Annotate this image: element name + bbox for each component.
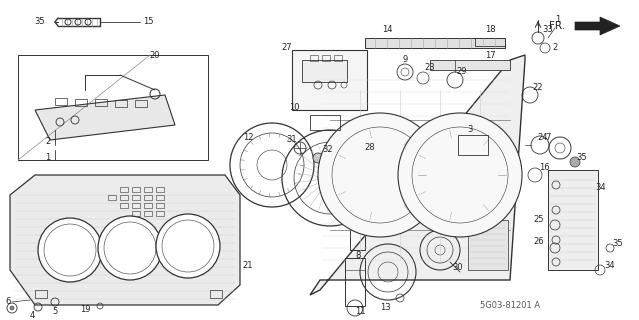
Text: 3: 3	[467, 125, 473, 134]
Text: 34: 34	[595, 183, 606, 193]
Text: 17: 17	[485, 51, 495, 60]
Bar	[120, 203, 128, 208]
Text: 5: 5	[52, 308, 58, 316]
Text: 32: 32	[323, 146, 334, 155]
Bar	[548, 170, 598, 270]
Text: 23: 23	[425, 63, 435, 73]
Bar	[132, 187, 140, 192]
Text: 27: 27	[281, 43, 292, 52]
Text: 22: 22	[533, 84, 543, 92]
Text: 1: 1	[555, 15, 560, 25]
Bar	[144, 187, 152, 192]
Circle shape	[398, 113, 522, 237]
Circle shape	[98, 216, 162, 280]
Bar	[350, 215, 365, 250]
Bar	[156, 211, 164, 216]
Text: 18: 18	[485, 26, 495, 35]
Circle shape	[570, 157, 580, 167]
Polygon shape	[10, 175, 240, 305]
Bar	[302, 60, 347, 82]
Text: 34: 34	[604, 260, 615, 269]
Bar	[75, 99, 87, 106]
Text: 28: 28	[365, 143, 375, 153]
Bar	[144, 211, 152, 216]
Text: 11: 11	[355, 308, 366, 316]
Bar	[156, 187, 164, 192]
Text: 1: 1	[45, 154, 50, 163]
Bar	[468, 220, 508, 270]
Bar	[334, 55, 342, 61]
Text: 35: 35	[613, 238, 623, 247]
Polygon shape	[310, 55, 525, 295]
Bar	[144, 195, 152, 200]
Bar	[132, 203, 140, 208]
Text: 31: 31	[287, 135, 297, 145]
Text: 15: 15	[142, 18, 153, 27]
Bar	[345, 258, 365, 306]
Bar	[310, 115, 340, 130]
Polygon shape	[575, 17, 620, 35]
Text: 8: 8	[355, 251, 360, 260]
Bar	[365, 38, 505, 48]
Bar	[458, 135, 488, 155]
Text: 7: 7	[545, 133, 551, 142]
Bar	[95, 99, 107, 106]
Bar	[108, 195, 116, 200]
Bar	[322, 55, 330, 61]
Polygon shape	[35, 95, 175, 140]
Circle shape	[156, 214, 220, 278]
Text: 33: 33	[543, 26, 553, 35]
Bar	[430, 60, 510, 70]
Bar	[156, 203, 164, 208]
Text: 4: 4	[29, 310, 35, 319]
Bar	[475, 38, 505, 46]
Text: 2: 2	[552, 44, 558, 52]
Text: 14: 14	[381, 26, 392, 35]
Text: 35: 35	[35, 18, 45, 27]
Circle shape	[313, 153, 323, 163]
Text: FR.: FR.	[549, 21, 565, 31]
Text: 26: 26	[534, 237, 544, 246]
Circle shape	[10, 306, 14, 310]
Bar	[132, 211, 140, 216]
Text: 10: 10	[289, 103, 300, 113]
Bar	[310, 55, 318, 61]
Bar	[115, 100, 127, 107]
Text: 35: 35	[576, 154, 587, 163]
Bar	[132, 195, 140, 200]
Text: 19: 19	[80, 306, 90, 315]
Text: 20: 20	[150, 51, 160, 60]
Bar	[135, 100, 147, 107]
Text: 5G03-81201 A: 5G03-81201 A	[480, 300, 540, 309]
Bar	[18, 55, 208, 160]
Bar	[55, 98, 67, 105]
Bar	[35, 290, 47, 298]
Bar	[292, 50, 367, 110]
Text: 21: 21	[242, 260, 252, 269]
Circle shape	[38, 218, 102, 282]
Text: 25: 25	[534, 215, 544, 225]
Text: 29: 29	[457, 68, 467, 76]
Text: 9: 9	[403, 55, 408, 65]
Text: 6: 6	[5, 298, 10, 307]
Bar	[120, 187, 128, 192]
Text: 13: 13	[380, 303, 390, 313]
Text: 12: 12	[243, 133, 253, 142]
Text: 24: 24	[537, 133, 548, 142]
Bar	[156, 195, 164, 200]
Text: 30: 30	[452, 263, 463, 273]
Circle shape	[318, 113, 442, 237]
Text: 2: 2	[45, 138, 50, 147]
Text: 16: 16	[539, 164, 550, 172]
Bar	[144, 203, 152, 208]
Bar	[210, 290, 222, 298]
Bar	[120, 195, 128, 200]
